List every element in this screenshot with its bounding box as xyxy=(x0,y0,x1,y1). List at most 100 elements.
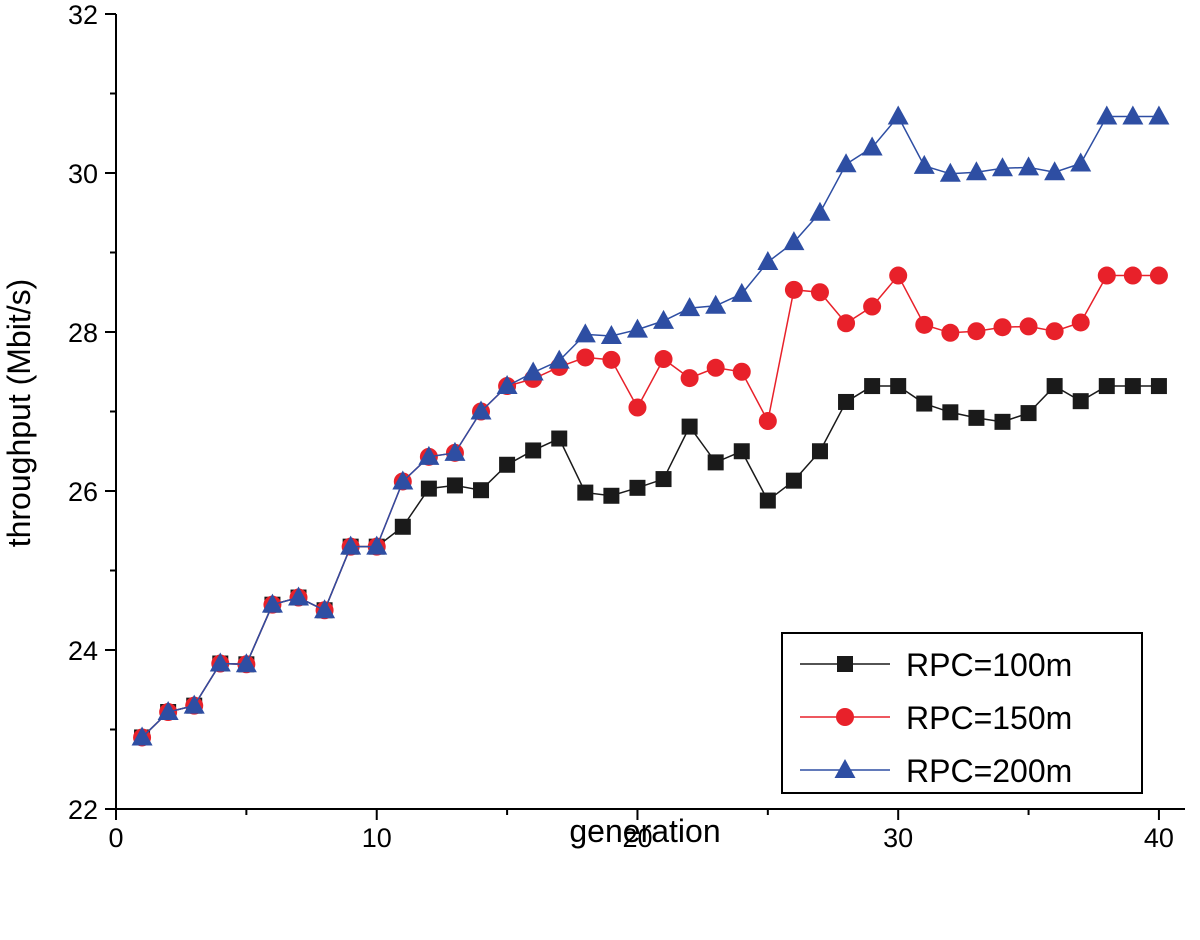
axes: 0 10 20 30 40 22 24 26 28 30 32 xyxy=(68,0,1185,853)
data-point xyxy=(967,322,986,341)
data-point xyxy=(863,297,882,316)
data-point xyxy=(1124,378,1141,395)
data-point xyxy=(1098,378,1115,395)
data-point xyxy=(1072,393,1089,410)
data-point xyxy=(1045,322,1064,341)
data-point xyxy=(889,266,908,285)
data-point xyxy=(1046,378,1063,395)
y-tick-label: 28 xyxy=(68,318,98,348)
legend-label: RPC=200m xyxy=(906,753,1072,789)
data-point xyxy=(548,349,570,369)
data-point xyxy=(838,393,855,410)
data-point xyxy=(916,395,933,412)
series-layer xyxy=(131,105,1170,747)
legend-marker xyxy=(834,759,856,778)
data-point xyxy=(1122,105,1144,125)
data-point xyxy=(809,201,831,221)
legend-marker xyxy=(837,656,853,672)
data-point xyxy=(654,350,673,369)
data-point xyxy=(731,282,753,302)
data-point xyxy=(576,348,595,367)
data-point xyxy=(994,413,1011,430)
data-point xyxy=(811,443,828,460)
data-point xyxy=(1018,156,1040,176)
data-point xyxy=(810,283,829,302)
data-point xyxy=(551,430,568,447)
data-point xyxy=(629,479,646,496)
legend-label: RPC=100m xyxy=(906,647,1072,683)
data-point xyxy=(785,472,802,489)
data-point xyxy=(913,154,935,174)
data-point xyxy=(1148,105,1170,125)
data-point xyxy=(420,480,437,497)
data-point xyxy=(837,314,856,333)
data-point xyxy=(470,400,492,420)
legend-marker xyxy=(836,708,854,726)
data-point xyxy=(602,350,621,369)
data-point xyxy=(864,378,881,395)
y-axis-title: throughput (Mbit/s) xyxy=(1,279,37,548)
data-point xyxy=(522,361,544,381)
data-point xyxy=(209,652,231,672)
data-point xyxy=(131,726,153,746)
data-point xyxy=(942,404,959,421)
y-tick-label: 24 xyxy=(68,636,98,666)
data-point xyxy=(655,471,672,488)
data-point xyxy=(499,456,516,473)
data-point xyxy=(600,324,622,344)
data-point xyxy=(288,586,310,606)
data-point xyxy=(1149,266,1168,285)
data-point xyxy=(183,694,205,714)
x-tick-label: 10 xyxy=(362,823,392,853)
x-tick-label: 20 xyxy=(622,823,652,853)
data-point xyxy=(603,487,620,504)
data-point xyxy=(941,323,960,342)
legend-label: RPC=150m xyxy=(906,700,1072,736)
data-point xyxy=(707,454,724,471)
data-point xyxy=(626,318,648,338)
data-point xyxy=(261,593,283,613)
y-tick-label: 32 xyxy=(68,0,98,30)
data-point xyxy=(366,535,388,555)
data-point xyxy=(681,418,698,435)
data-point xyxy=(706,358,725,377)
data-point xyxy=(783,231,805,251)
data-point xyxy=(444,441,466,461)
x-tick-label: 0 xyxy=(108,823,123,853)
data-point xyxy=(1097,266,1116,285)
data-point xyxy=(993,318,1012,337)
data-point xyxy=(965,161,987,181)
data-point xyxy=(628,398,647,417)
data-point xyxy=(235,653,257,673)
data-point xyxy=(653,309,675,329)
data-point xyxy=(577,484,594,501)
data-point xyxy=(679,297,701,317)
x-tick-label: 30 xyxy=(883,823,913,853)
data-point xyxy=(759,492,776,509)
data-point xyxy=(314,599,336,619)
data-point xyxy=(418,445,440,465)
x-axis-title: generation xyxy=(569,813,720,849)
y-tick-label: 22 xyxy=(68,795,98,825)
data-point xyxy=(939,162,961,182)
y-tick-label: 26 xyxy=(68,477,98,507)
data-point xyxy=(757,251,779,271)
x-tick-label: 40 xyxy=(1144,823,1174,853)
data-point xyxy=(392,470,414,490)
data-point xyxy=(1123,266,1142,285)
data-point xyxy=(1150,378,1167,395)
data-point xyxy=(473,482,490,499)
series-rpc-200m xyxy=(131,105,1170,746)
data-point xyxy=(1071,313,1090,332)
series-line xyxy=(141,115,1159,738)
data-point xyxy=(835,153,857,173)
data-point xyxy=(861,136,883,156)
data-point xyxy=(968,409,985,426)
data-point xyxy=(680,369,699,388)
legend: RPC=100m RPC=150m RPC=200m xyxy=(781,632,1143,794)
data-point xyxy=(991,157,1013,177)
data-point xyxy=(915,315,934,334)
data-point xyxy=(1020,405,1037,422)
data-point xyxy=(887,105,909,125)
